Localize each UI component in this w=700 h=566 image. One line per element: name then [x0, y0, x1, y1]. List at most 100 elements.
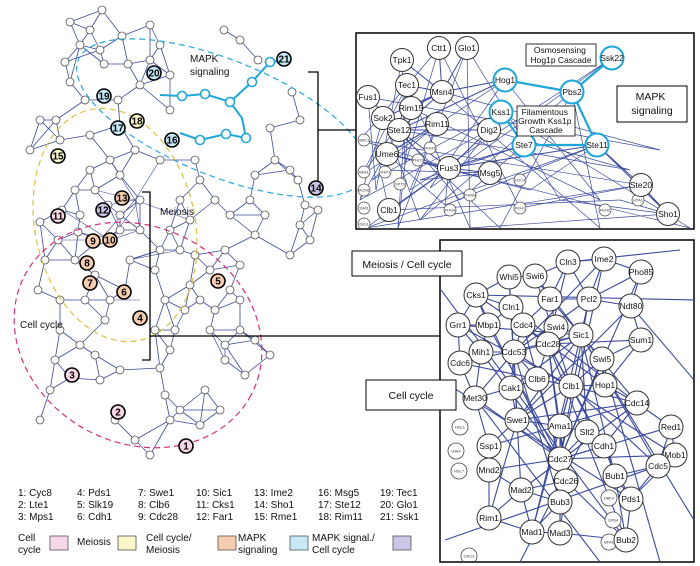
overview-edge — [122, 25, 150, 36]
overview-node — [101, 316, 109, 324]
overview-node — [206, 326, 214, 334]
svg-text:Hog1: Hog1 — [495, 75, 516, 85]
mapk-tiny-node: FKH1 — [514, 202, 526, 214]
numbered-node-17: 17 — [111, 121, 125, 135]
overview-node — [211, 306, 219, 314]
overview-node — [156, 246, 164, 254]
numbered-node-16: 16 — [165, 133, 179, 147]
overview-node — [52, 116, 60, 124]
overview-node — [91, 351, 99, 359]
overview-node — [246, 196, 254, 204]
overview-edge — [30, 120, 40, 150]
svg-text:Ste7: Ste7 — [515, 140, 533, 150]
overview-node — [76, 41, 84, 49]
overview-node — [66, 78, 74, 86]
svg-text:BFA1: BFA1 — [359, 170, 370, 175]
svg-text:16: 16 — [166, 136, 178, 147]
mapk-node-rim11: Rim11 — [425, 113, 449, 136]
svg-text:Cdc4: Cdc4 — [513, 320, 533, 330]
legend-entry: 1: Cyc8 — [18, 488, 52, 499]
svg-text:MAPK: MAPK — [238, 533, 267, 544]
osmosensing-annotation: Osmosensing Hog1p Cascade — [526, 44, 596, 66]
cell-cycle-node-swe1: Swe1 — [505, 408, 529, 432]
svg-text:GIN4: GIN4 — [451, 449, 461, 454]
legend-categories: CellcycleMeiosis Cell cycle/MeiosisMAPKsi… — [18, 533, 411, 556]
mapk-region-label: MAPK signaling — [190, 54, 229, 78]
svg-text:PHO5: PHO5 — [425, 146, 437, 151]
svg-text:PHO84: PHO84 — [463, 193, 477, 198]
overview-node — [176, 196, 184, 204]
overview-edge — [290, 225, 300, 255]
mapk-path-node — [266, 58, 275, 67]
svg-text:Cdc6: Cdc6 — [450, 358, 470, 368]
overview-node — [216, 406, 224, 414]
svg-text:Msg5: Msg5 — [480, 168, 501, 178]
numbered-node-8: 8 — [80, 256, 94, 270]
svg-text:1: 1 — [183, 442, 189, 453]
legend: 1: Cyc8 4: Pds1 7: Swe1 10: Sic1 13: Ime2 16:… — [18, 488, 419, 556]
svg-text:Cdc27: Cdc27 — [548, 454, 573, 464]
svg-text:MCM1: MCM1 — [358, 188, 371, 193]
overview-node — [201, 386, 209, 394]
legend-entry: 20: Glo1 — [380, 500, 418, 511]
svg-text:Mad2: Mad2 — [510, 485, 532, 495]
legend-entry: 5: Slk19 — [77, 500, 114, 511]
numbered-node-1: 1 — [179, 439, 193, 453]
svg-text:CDC4: CDC4 — [515, 178, 527, 183]
overview-node — [81, 296, 89, 304]
legend-entry: 13: Ime2 — [254, 488, 293, 499]
overview-node — [236, 261, 244, 269]
overview-node — [221, 356, 229, 364]
legend-swatch — [118, 536, 136, 550]
numbered-node-19: 19 — [97, 89, 111, 103]
overview-node — [86, 166, 94, 174]
numbered-node-2: 2 — [111, 405, 125, 419]
svg-text:19: 19 — [98, 92, 110, 103]
svg-text:Dig2: Dig2 — [480, 125, 498, 135]
mapk-tiny-node: SMC1 — [358, 134, 370, 146]
overview-node — [114, 96, 122, 104]
cell-cycle-node-clb1: Clb1 — [559, 374, 583, 398]
overview-edge — [160, 45, 170, 75]
mapk-path-node — [178, 92, 187, 101]
legend-category: Cellcycle — [18, 533, 68, 556]
cell-cycle-node-mad3: Mad3 — [548, 521, 572, 545]
legend-swatch — [50, 536, 68, 550]
cell-cycle-tiny-node: LRS4 — [605, 512, 621, 528]
overview-edge — [180, 390, 205, 410]
legend-entry: 17: Ste12 — [318, 500, 361, 511]
svg-text:Cks1: Cks1 — [466, 290, 486, 300]
svg-text:8: 8 — [84, 259, 90, 270]
overview-node — [171, 326, 179, 334]
cell-cycle-node-cdc53: Cdc53 — [502, 340, 527, 364]
overview-node — [191, 251, 199, 259]
numbered-node-3: 3 — [65, 368, 79, 382]
cell-cycle-node-grr1: Grr1 — [446, 313, 470, 337]
legend-entry: 7: Swe1 — [138, 488, 175, 499]
svg-text:SWI1: SWI1 — [359, 206, 370, 211]
overview-node — [241, 371, 249, 379]
overview-edge — [255, 235, 290, 255]
cell-cycle-node-clb6: Clb6 — [525, 367, 549, 391]
mapk-node-glo1: Glo1 — [456, 37, 479, 60]
overview-node — [314, 206, 322, 214]
svg-text:PHO3: PHO3 — [413, 158, 425, 163]
legend-swatch — [218, 536, 236, 550]
overview-node — [116, 226, 124, 234]
cell-cycle-node-cdc6: Cdc6 — [448, 351, 472, 375]
legend-entry: 12: Far1 — [196, 512, 234, 523]
overview-node — [96, 46, 104, 54]
svg-text:Mnd2: Mnd2 — [478, 465, 500, 475]
cell-cycle-node-cdc28: Cdc28 — [536, 332, 561, 356]
mapk-tiny-node: PHO4 — [444, 204, 456, 216]
mapk-tiny-node: SPT3 — [394, 178, 406, 190]
svg-text:15: 15 — [52, 152, 64, 163]
mapk-node-fus3: Fus3 — [438, 157, 461, 180]
overview-edge — [135, 160, 160, 200]
mapk-node-ste12: Ste12 — [388, 119, 411, 142]
overview-node — [66, 18, 74, 26]
overview-edge — [56, 100, 85, 120]
overview-node — [286, 251, 294, 259]
overview-node — [251, 231, 259, 239]
cell-cycle-node-rim1: Rim1 — [477, 506, 501, 530]
